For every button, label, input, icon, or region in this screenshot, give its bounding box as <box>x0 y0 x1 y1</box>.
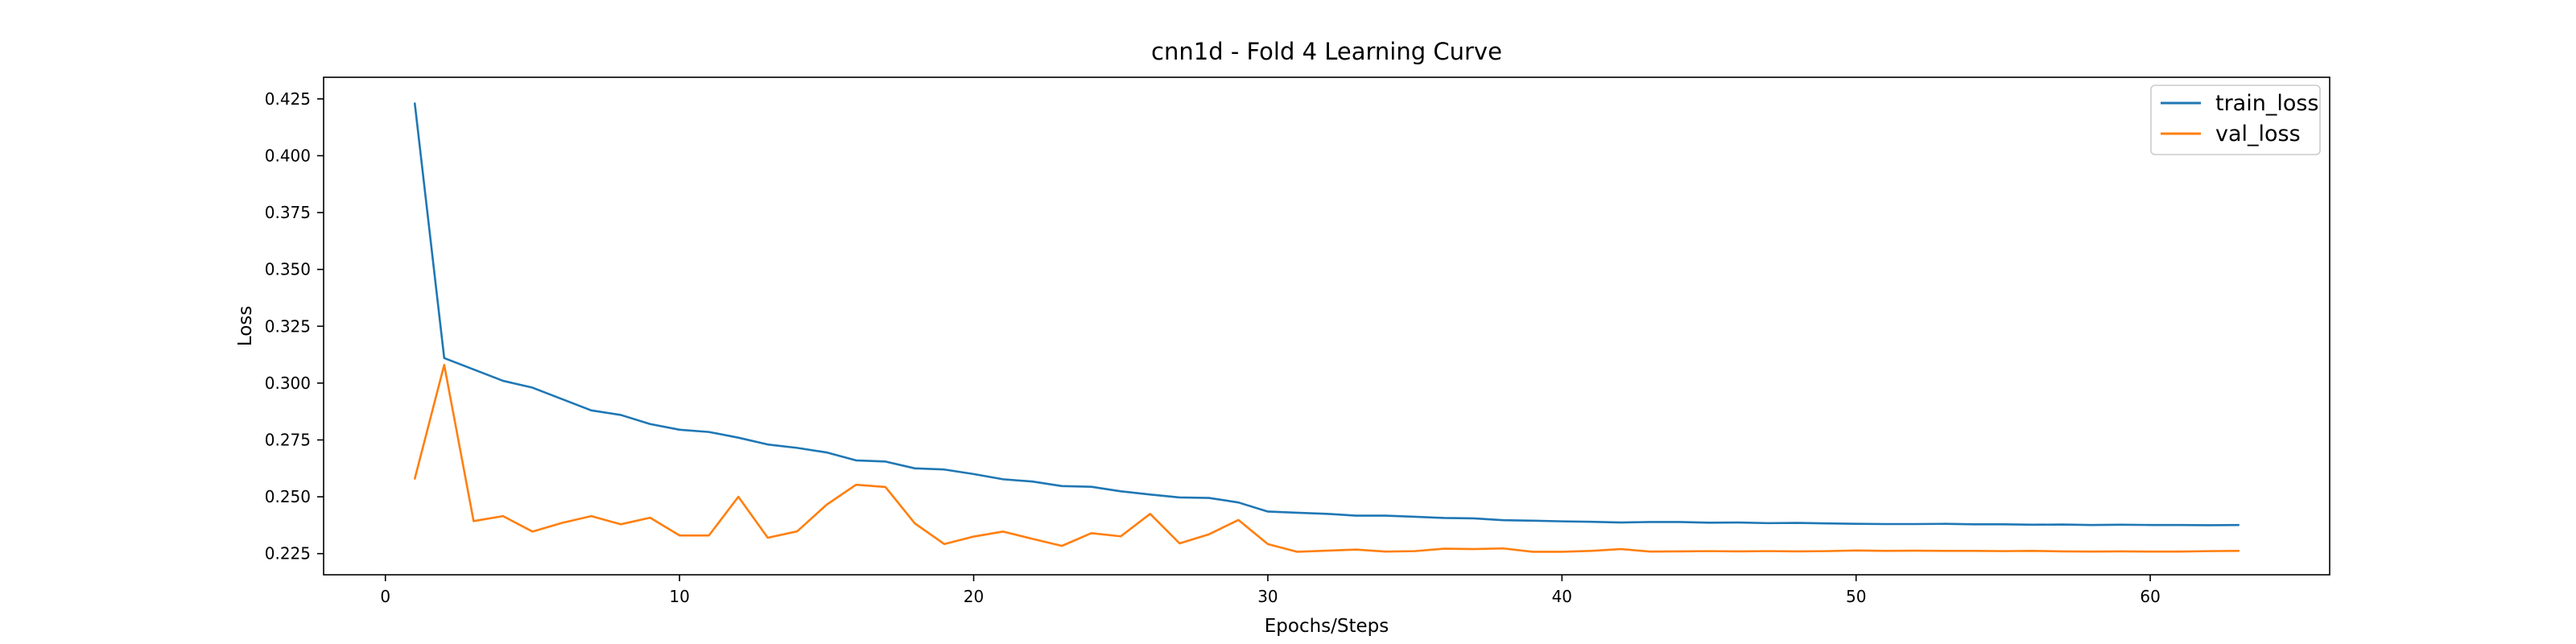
x-tick-label: 0 <box>380 587 390 606</box>
x-axis-title: Epochs/Steps <box>1265 616 1389 637</box>
y-tick-label: 0.425 <box>265 89 311 109</box>
x-tick-label: 30 <box>1257 587 1278 606</box>
chart-title: cnn1d - Fold 4 Learning Curve <box>1151 38 1502 65</box>
series-lines <box>413 102 2240 553</box>
legend: train_loss val_loss <box>2150 85 2321 155</box>
x-tick-label: 50 <box>1846 587 1866 606</box>
x-tick-label: 60 <box>2140 587 2160 606</box>
y-tick-label: 0.300 <box>265 374 311 393</box>
y-tick-label: 0.400 <box>265 146 311 165</box>
y-tick-label: 0.325 <box>265 316 311 336</box>
y-tick-label: 0.225 <box>265 544 311 564</box>
series-line-val-loss <box>413 363 2240 553</box>
x-axis: 0 10 20 30 40 50 60 <box>380 575 2161 606</box>
series-line-train-loss <box>413 102 2240 526</box>
x-tick-label: 40 <box>1552 587 1572 606</box>
x-tick-label: 10 <box>669 587 689 606</box>
legend-label-train-loss: train_loss <box>2215 91 2319 116</box>
plot-area: 0 10 20 30 40 50 60 0.2250.2500.2750.3000.3250… <box>265 76 2330 606</box>
y-axis-title: Loss <box>235 306 256 346</box>
x-tick-label: 20 <box>964 587 984 606</box>
y-tick-label: 0.350 <box>265 260 311 279</box>
legend-label-val-loss: val_loss <box>2215 122 2301 147</box>
y-tick-label: 0.275 <box>265 431 311 450</box>
y-tick-label: 0.375 <box>265 203 311 222</box>
y-axis: 0.225 0.250 0.275 0.300 0.325 0.350 0.375 0.400… <box>265 89 324 564</box>
y-tick-label: 0.250 <box>265 487 311 506</box>
